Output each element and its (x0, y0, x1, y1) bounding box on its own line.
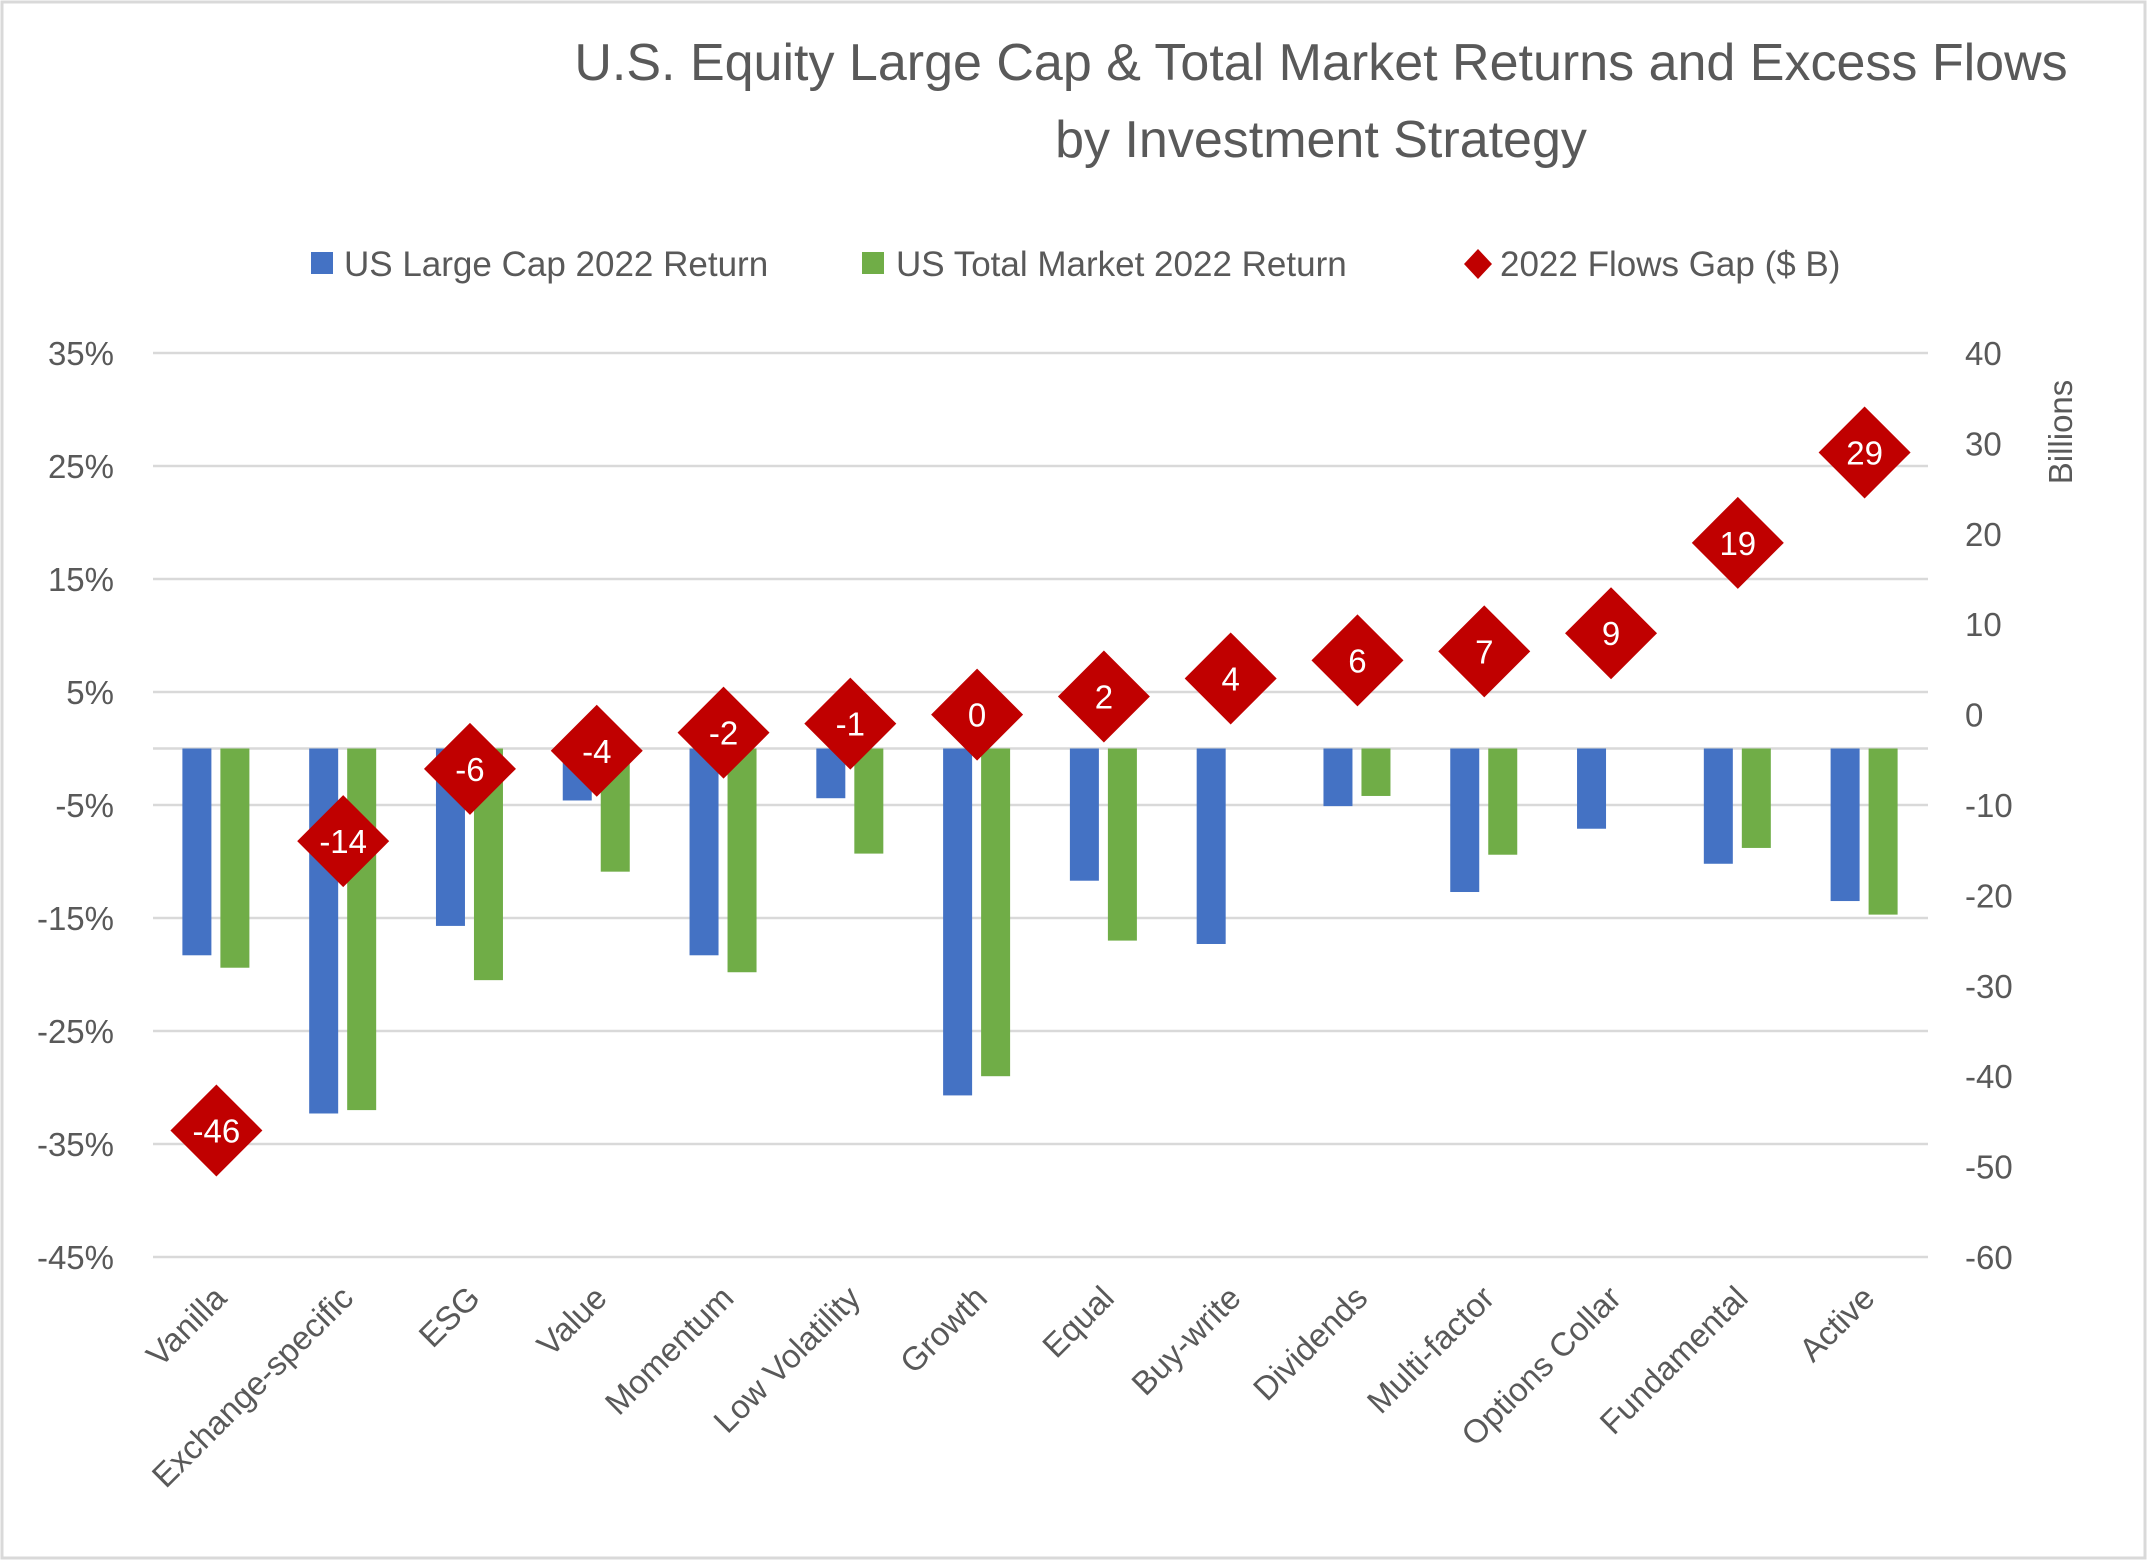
flow-data-label: 9 (1602, 615, 1620, 652)
bar-total-market (854, 748, 884, 854)
right-axis-label: Billions (2042, 380, 2079, 485)
legend-label-flows: 2022 Flows Gap ($ B) (1500, 245, 1840, 284)
flow-diamond-marker (1818, 406, 1911, 499)
flow-data-label: 0 (968, 697, 986, 734)
bar-large-cap (1069, 748, 1099, 881)
bar-large-cap (1196, 748, 1226, 944)
bar-total-market (220, 748, 250, 968)
right-tick-label: -50 (1965, 1149, 2013, 1186)
bar-large-cap (1830, 748, 1860, 902)
legend-swatch-large-cap (311, 252, 333, 274)
bar-total-market (347, 748, 377, 1111)
left-axis: 35% 25% 15% 5% -5% -15% -25% -35% -45% (37, 335, 114, 1276)
flow-diamond-marker (1565, 587, 1658, 680)
flow-diamond-marker (550, 704, 643, 797)
legend: US Large Cap 2022 Return US Total Market… (311, 245, 1840, 284)
bar-large-cap (1703, 748, 1733, 864)
bar-total-market (1741, 748, 1771, 848)
flow-data-label: 2 (1095, 679, 1113, 716)
legend-label-large-cap: US Large Cap 2022 Return (344, 245, 768, 284)
left-tick-label: -15% (37, 900, 114, 937)
flow-data-label: -6 (455, 751, 484, 788)
right-tick-label: -30 (1965, 968, 2013, 1005)
flow-diamond-marker (931, 668, 1024, 761)
bar-total-market (1868, 748, 1898, 915)
bar-total-market (981, 748, 1011, 1077)
flow-diamond-marker (1691, 496, 1784, 589)
flow-data-label: 19 (1719, 525, 1756, 562)
right-tick-label: 20 (1965, 516, 2002, 553)
right-tick-label: -40 (1965, 1058, 2013, 1095)
left-tick-label: -25% (37, 1013, 114, 1050)
left-tick-label: 15% (48, 561, 114, 598)
flow-diamond-marker (1184, 632, 1277, 725)
bar-total-market (1488, 748, 1518, 855)
flow-diamond-marker (1057, 650, 1150, 743)
bar-large-cap (943, 748, 973, 1096)
bar-total-market (1107, 748, 1137, 941)
flow-diamond-marker (170, 1084, 263, 1177)
left-tick-label: -45% (37, 1239, 114, 1276)
flow-data-label: -4 (582, 733, 611, 770)
left-tick-label: 35% (48, 335, 114, 372)
flow-data-label: -46 (193, 1112, 241, 1149)
right-tick-label: 30 (1965, 425, 2002, 462)
left-tick-label: 25% (48, 448, 114, 485)
bar-large-cap (1450, 748, 1480, 893)
bar-total-market (1361, 748, 1391, 796)
flow-markers: -46 -14 -6 -4 -2 -1 0 2 4 6 7 9 19 29 (170, 406, 1911, 1177)
bar-large-cap (182, 748, 212, 956)
flow-diamond-marker (1438, 605, 1531, 698)
bar-large-cap (689, 748, 719, 956)
flow-data-label: 4 (1221, 660, 1239, 697)
bar-large-cap (1323, 748, 1353, 807)
right-tick-label: -10 (1965, 787, 2013, 824)
flow-diamond-marker (677, 686, 770, 779)
chart-title-line-1: U.S. Equity Large Cap & Total Market Ret… (574, 34, 2067, 92)
flow-data-label: -14 (319, 823, 367, 860)
left-tick-label: -35% (37, 1126, 114, 1163)
legend-swatch-total-market (862, 252, 884, 274)
chart-title-line-2: by Investment Strategy (1055, 111, 1587, 169)
left-tick-label: -5% (55, 787, 114, 824)
flow-data-label: 6 (1348, 642, 1366, 679)
bars (182, 748, 1898, 1114)
bar-large-cap (1577, 748, 1607, 829)
flow-data-label: -1 (836, 706, 865, 743)
flow-diamond-marker (1311, 614, 1404, 707)
flow-diamond-marker (297, 795, 390, 888)
legend-label-total-market: US Total Market 2022 Return (896, 245, 1347, 284)
flow-diamond-marker (804, 677, 897, 770)
left-tick-label: 5% (66, 674, 114, 711)
flow-data-label: -2 (709, 715, 738, 752)
flow-data-label: 7 (1475, 633, 1493, 670)
right-tick-label: 0 (1965, 697, 1983, 734)
right-axis: 40 30 20 10 0 -10 -20 -30 -40 -50 -60 (1965, 335, 2013, 1276)
bar-total-market (727, 748, 757, 973)
legend-swatch-flows-diamond (1464, 249, 1492, 279)
right-tick-label: -20 (1965, 877, 2013, 914)
right-tick-label: 10 (1965, 606, 2002, 643)
right-tick-label: -60 (1965, 1239, 2013, 1276)
bar-large-cap (309, 748, 339, 1114)
flow-data-label: 29 (1846, 434, 1883, 471)
right-tick-label: 40 (1965, 335, 2002, 372)
flow-diamond-marker (423, 722, 516, 815)
